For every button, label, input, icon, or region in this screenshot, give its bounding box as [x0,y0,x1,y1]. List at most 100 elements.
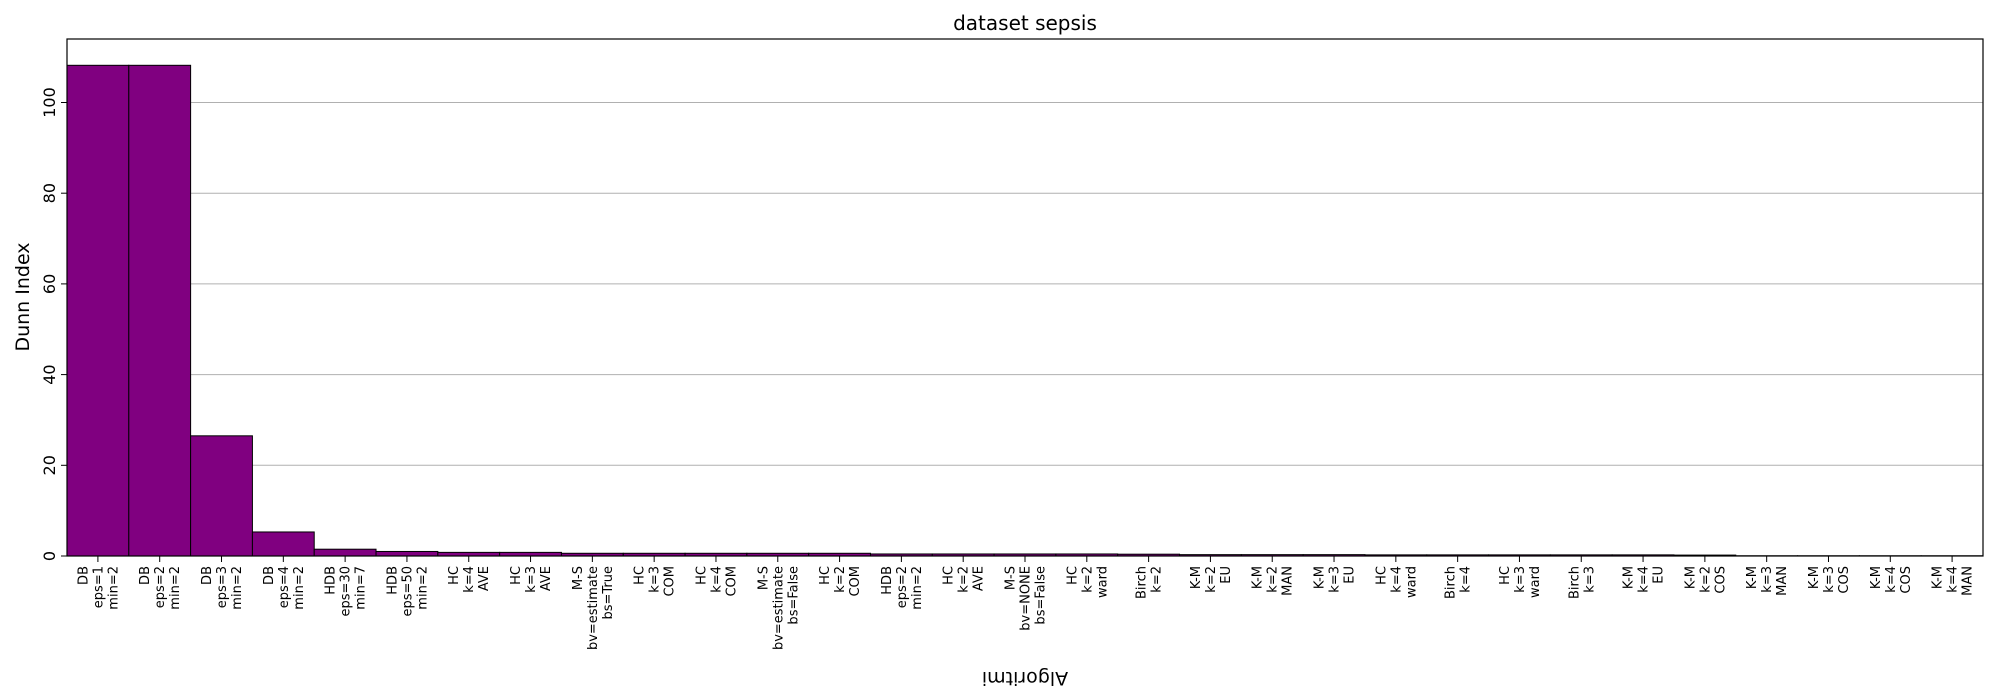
bar [313,548,377,557]
x-tick-label-line: k=4 [1389,566,1404,593]
x-tick-label: HC k=2 ward [1065,566,1110,598]
bars [66,64,1984,557]
x-tick-label-line: eps=4 [277,566,292,608]
x-tick-label-line: k=3 [1582,566,1597,593]
grid-lines [67,101,1983,466]
x-tick-label-line: EU [1343,566,1358,584]
x-tick-label-line: MAN [1961,566,1976,596]
x-tick-label: Birch k=3 [1567,566,1597,599]
x-tick-label-line: eps=50 [400,566,415,616]
x-tick-label-line: k=2 [833,566,848,593]
y-axis: 0 20 40 60 80 100 [40,87,67,561]
x-tick-label-line: k=3 [1760,566,1775,593]
x-tick-label-line: HC [509,566,524,585]
x-tick-label-line: k=2 [1080,566,1095,593]
x-tick-label-line: ward [1095,566,1110,598]
x-tick-label-line: EU [1219,566,1234,584]
x-tick-label: M-S bv=estimate bs=True [571,566,616,650]
x-tick-label: DB eps=4 min=2 [262,566,307,610]
y-tick-label: 60 [40,274,59,294]
x-tick-label-line: HC [818,566,833,585]
x-tick-label-line: HC [1374,566,1389,585]
x-tick-label-line: COM [724,566,739,597]
x-tick-label-line: Birch [1135,566,1150,599]
x-tick-label-line: K-M [1251,566,1266,589]
x-tick-label-line: DB [76,566,91,585]
x-tick-label-line: eps=2 [895,566,910,608]
x-tick-label-line: k=2 [1150,566,1165,593]
x-tick-label-line: M-S [1004,566,1019,590]
y-axis-label: Dunn Index [12,242,34,351]
x-tick-label-line: k=2 [957,566,972,593]
x-tick-label-line: COS [1837,566,1852,594]
x-tick-label: K-M k=2 COS [1683,566,1728,594]
x-tick-label-line: HC [633,566,648,585]
x-tick-label-line: K-M [1683,566,1698,589]
x-tick-label-line: bv=estimate [771,566,786,650]
x-tick-label-line: COM [663,566,678,597]
bar [128,64,192,557]
x-tick-label-line: eps=3 [215,566,230,608]
x-tick-label-line: AVE [539,566,554,591]
x-tick-label: HC k=3 AVE [509,566,554,593]
x-tick-label-line: k=4 [1459,566,1474,593]
x-tick-label-line: HC [942,566,957,585]
x-tick-label-line: min=7 [354,566,369,610]
x-tick-label-line: COM [848,566,863,597]
x-tick-label-line: COS [1899,566,1914,594]
x-tick-label-line: k=3 [1513,566,1528,593]
x-tick-label: HDB eps=30 min=7 [324,566,369,616]
x-tick-label-line: EU [1652,566,1667,584]
x-tick-label-line: min=2 [415,566,430,610]
x-tick-label: DB eps=2 min=2 [138,566,183,610]
x-tick-label-line: HC [447,566,462,585]
x-axis-label: Algoritmi [982,667,1068,689]
chart-title: dataset sepsis [953,11,1097,35]
x-tick-label-line: k=4 [1637,566,1652,593]
x-tick-label-line: HC [694,566,709,585]
x-tick-label: Birch k=4 [1444,566,1474,599]
x-tick-label: HC k=4 COM [694,566,739,597]
x-tick-label-line: k=4 [1946,566,1961,593]
x-tick-label: K-M k=3 EU [1313,566,1358,593]
y-tick-label: 0 [40,551,59,561]
x-tick-label-line: K-M [1189,566,1204,589]
x-tick-label-line: k=3 [648,566,663,593]
x-axis: DB eps=1 min=2 DB eps=2 min=2 DB eps=3 min=2 DB ep… [76,556,1976,650]
x-tick-label-line: bs=False [1034,566,1049,625]
x-tick-label-line: K-M [1745,566,1760,589]
x-tick-label-line: HDB [385,566,400,595]
y-tick-label: 20 [40,455,59,475]
x-tick-label: HDB eps=50 min=2 [385,566,430,616]
x-tick-label-line: K-M [1622,566,1637,589]
x-tick-label: HC k=3 COM [633,566,678,597]
x-tick-label: M-S bv=estimate bs=False [756,566,801,650]
x-tick-label: HC k=4 AVE [447,566,492,593]
x-tick-label-line: MAN [1775,566,1790,596]
x-tick-label: K-M k=3 MAN [1745,566,1790,596]
x-tick-label: DB eps=1 min=2 [76,566,121,610]
bar [251,531,315,557]
x-tick-label-line: k=3 [524,566,539,593]
y-tick-label: 100 [40,87,59,118]
x-tick-label-line: M-S [571,566,586,590]
x-tick-label: HC k=2 COM [818,566,863,597]
bar [375,550,439,557]
x-tick-label-line: min=2 [168,566,183,610]
x-tick-label-line: HDB [324,566,339,595]
x-tick-label-line: eps=1 [91,566,106,608]
x-tick-label-line: ward [1404,566,1419,598]
x-tick-label: K-M k=4 MAN [1931,566,1976,596]
y-tick-label: 40 [40,364,59,384]
x-tick-label-line: COS [1713,566,1728,594]
x-tick-label-line: HC [1498,566,1513,585]
x-tick-label-line: MAN [1281,566,1296,596]
x-tick-label-line: eps=2 [153,566,168,608]
x-tick-label-line: bs=False [786,566,801,625]
x-tick-label: K-M k=2 EU [1189,566,1234,593]
x-tick-label-line: k=4 [1884,566,1899,593]
x-tick-label: HC k=3 ward [1498,566,1543,598]
x-tick-label-line: AVE [972,566,987,591]
